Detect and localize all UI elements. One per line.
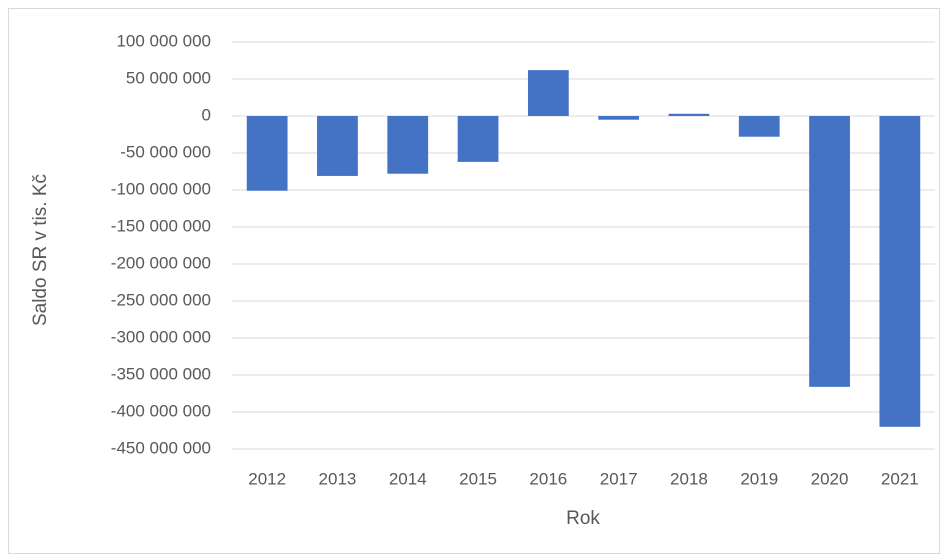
x-tick-label: 2020 bbox=[811, 469, 849, 488]
x-axis-label: Rok bbox=[566, 508, 600, 529]
bar bbox=[527, 70, 569, 116]
y-tick-label: -300 000 000 bbox=[111, 327, 211, 346]
bar bbox=[387, 116, 429, 174]
y-tick-label: -50 000 000 bbox=[120, 142, 211, 161]
x-tick-label: 2019 bbox=[740, 469, 778, 488]
y-tick-label: -250 000 000 bbox=[111, 290, 211, 309]
bar bbox=[598, 116, 640, 120]
y-axis-label: Saldo SR v tis. Kč bbox=[30, 174, 51, 326]
bar bbox=[738, 116, 780, 137]
y-tick-label: 50 000 000 bbox=[126, 68, 211, 87]
x-tick-label: 2015 bbox=[459, 469, 497, 488]
y-tick-label: -100 000 000 bbox=[111, 179, 211, 198]
bar bbox=[317, 116, 358, 176]
y-tick-label: -150 000 000 bbox=[111, 216, 211, 235]
x-tick-label: 2021 bbox=[881, 469, 919, 488]
bar bbox=[668, 113, 710, 116]
bar bbox=[809, 116, 850, 387]
y-tick-label: 100 000 000 bbox=[116, 31, 211, 50]
y-tick-label: -400 000 000 bbox=[111, 401, 211, 420]
chart-border bbox=[8, 8, 940, 554]
x-tick-label: 2016 bbox=[529, 469, 567, 488]
x-tick-label: 2014 bbox=[389, 469, 427, 488]
x-tick-label: 2012 bbox=[248, 469, 286, 488]
x-tick-label: 2017 bbox=[600, 469, 638, 488]
bar bbox=[246, 116, 288, 191]
x-tick-label: 2013 bbox=[319, 469, 357, 488]
bar bbox=[879, 116, 921, 427]
y-tick-label: 0 bbox=[202, 105, 211, 124]
x-tick-label: 2018 bbox=[670, 469, 708, 488]
bar bbox=[457, 116, 499, 162]
y-tick-label: -450 000 000 bbox=[111, 438, 211, 457]
y-tick-label: -200 000 000 bbox=[111, 253, 211, 272]
y-tick-label: -350 000 000 bbox=[111, 364, 211, 383]
